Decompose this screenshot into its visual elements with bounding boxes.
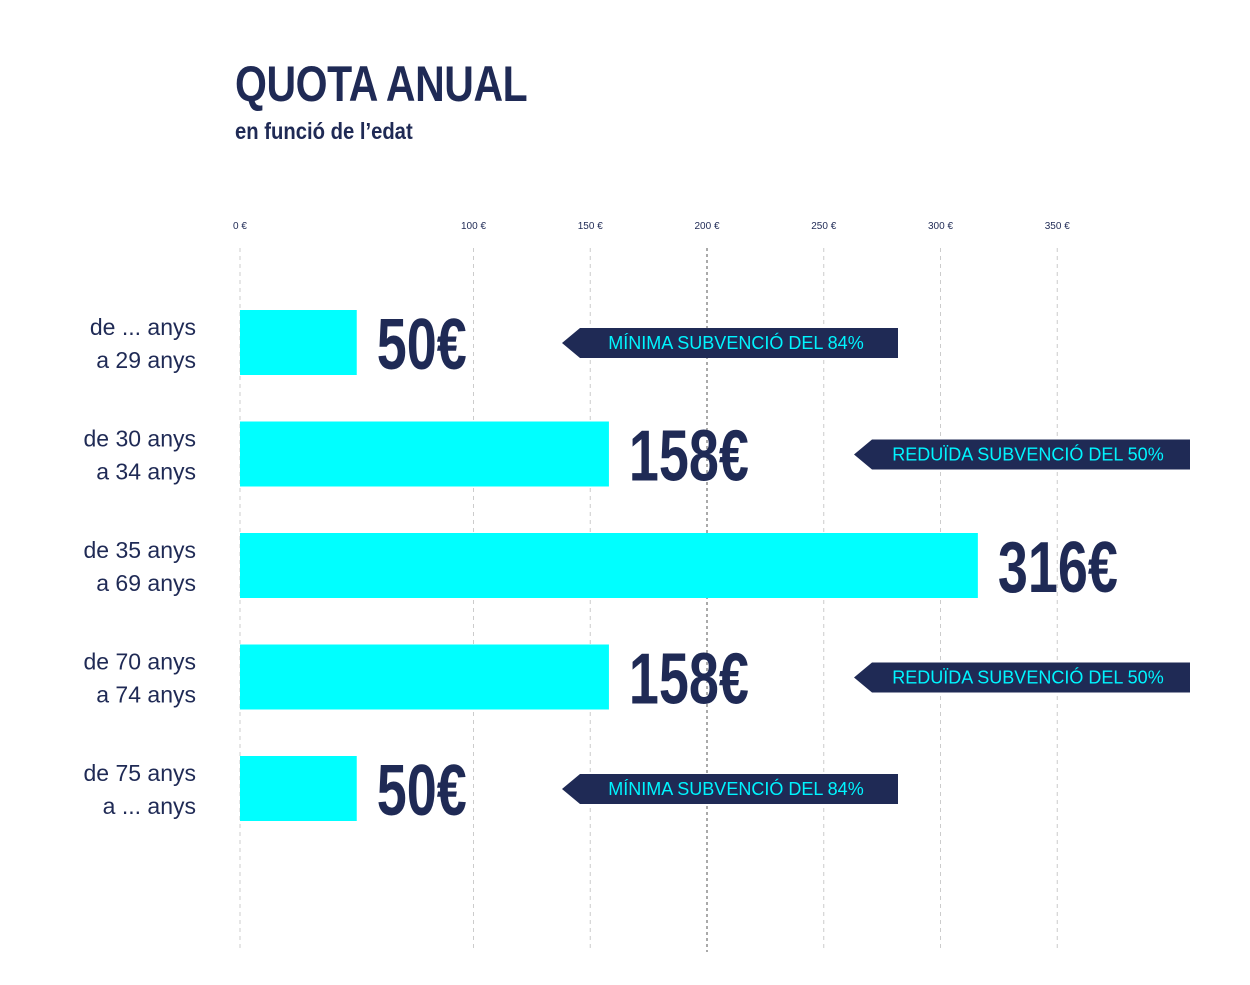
annotation-badge: MÍNIMA SUBVENCIÓ DEL 84% xyxy=(562,328,898,358)
bar xyxy=(240,421,609,487)
bar xyxy=(240,644,609,710)
bar xyxy=(240,533,978,598)
chart-title: QUOTA ANUAL xyxy=(235,56,528,112)
x-tick-label: 250 € xyxy=(811,221,836,232)
annotation-label: MÍNIMA SUBVENCIÓ DEL 84% xyxy=(608,332,863,353)
annotation-badge: REDUÏDA SUBVENCIÓ DEL 50% xyxy=(854,662,1190,693)
x-axis-ticks: 0 € 100 € 150 € 200 € 250 € 300 € 350 € xyxy=(233,221,1070,232)
category-label: de 30 anys a 34 anys xyxy=(83,426,196,485)
category-label: de 70 anys a 74 anys xyxy=(83,649,196,708)
x-tick-label: 300 € xyxy=(928,221,953,232)
bar xyxy=(240,756,357,821)
category-labels: de ... anys a 29 anys de 30 anys a 34 anys d… xyxy=(83,314,196,819)
value-label: 316€ xyxy=(998,528,1118,608)
annotation-badge: REDUÏDA SUBVENCIÓ DEL 50% xyxy=(854,439,1190,470)
category-label: de ... anys a 29 anys xyxy=(90,314,196,373)
x-tick-label: 100 € xyxy=(461,221,486,232)
x-tick-label: 200 € xyxy=(694,221,719,232)
badge-shape xyxy=(854,439,1190,470)
value-labels: 50€ 158€ 316€ 158€ 50€ xyxy=(377,305,1118,831)
annotation-label: REDUÏDA SUBVENCIÓ DEL 50% xyxy=(892,667,1163,688)
annotation-badge: MÍNIMA SUBVENCIÓ DEL 84% xyxy=(562,774,898,804)
x-tick-label: 350 € xyxy=(1045,221,1070,232)
x-tick-label: 0 € xyxy=(233,221,247,232)
chart-subtitle: en funció de l’edat xyxy=(235,118,413,144)
bars xyxy=(240,310,978,821)
value-label: 50€ xyxy=(377,751,467,831)
badge-shape xyxy=(562,774,898,804)
bar xyxy=(240,310,357,375)
annotation-label: MÍNIMA SUBVENCIÓ DEL 84% xyxy=(608,778,863,799)
badge-shape xyxy=(562,328,898,358)
value-label: 158€ xyxy=(629,417,749,497)
annotation-badges: MÍNIMA SUBVENCIÓ DEL 84% REDUÏDA SUBVENCI… xyxy=(562,328,1190,804)
value-label: 50€ xyxy=(377,305,467,385)
category-label: de 35 anys a 69 anys xyxy=(83,537,196,596)
gridlines xyxy=(239,248,1058,952)
category-label: de 75 anys a ... anys xyxy=(83,760,196,819)
annotation-label: REDUÏDA SUBVENCIÓ DEL 50% xyxy=(892,444,1163,465)
badge-shape xyxy=(854,662,1190,693)
value-label: 158€ xyxy=(629,640,749,720)
x-tick-label: 150 € xyxy=(578,221,603,232)
